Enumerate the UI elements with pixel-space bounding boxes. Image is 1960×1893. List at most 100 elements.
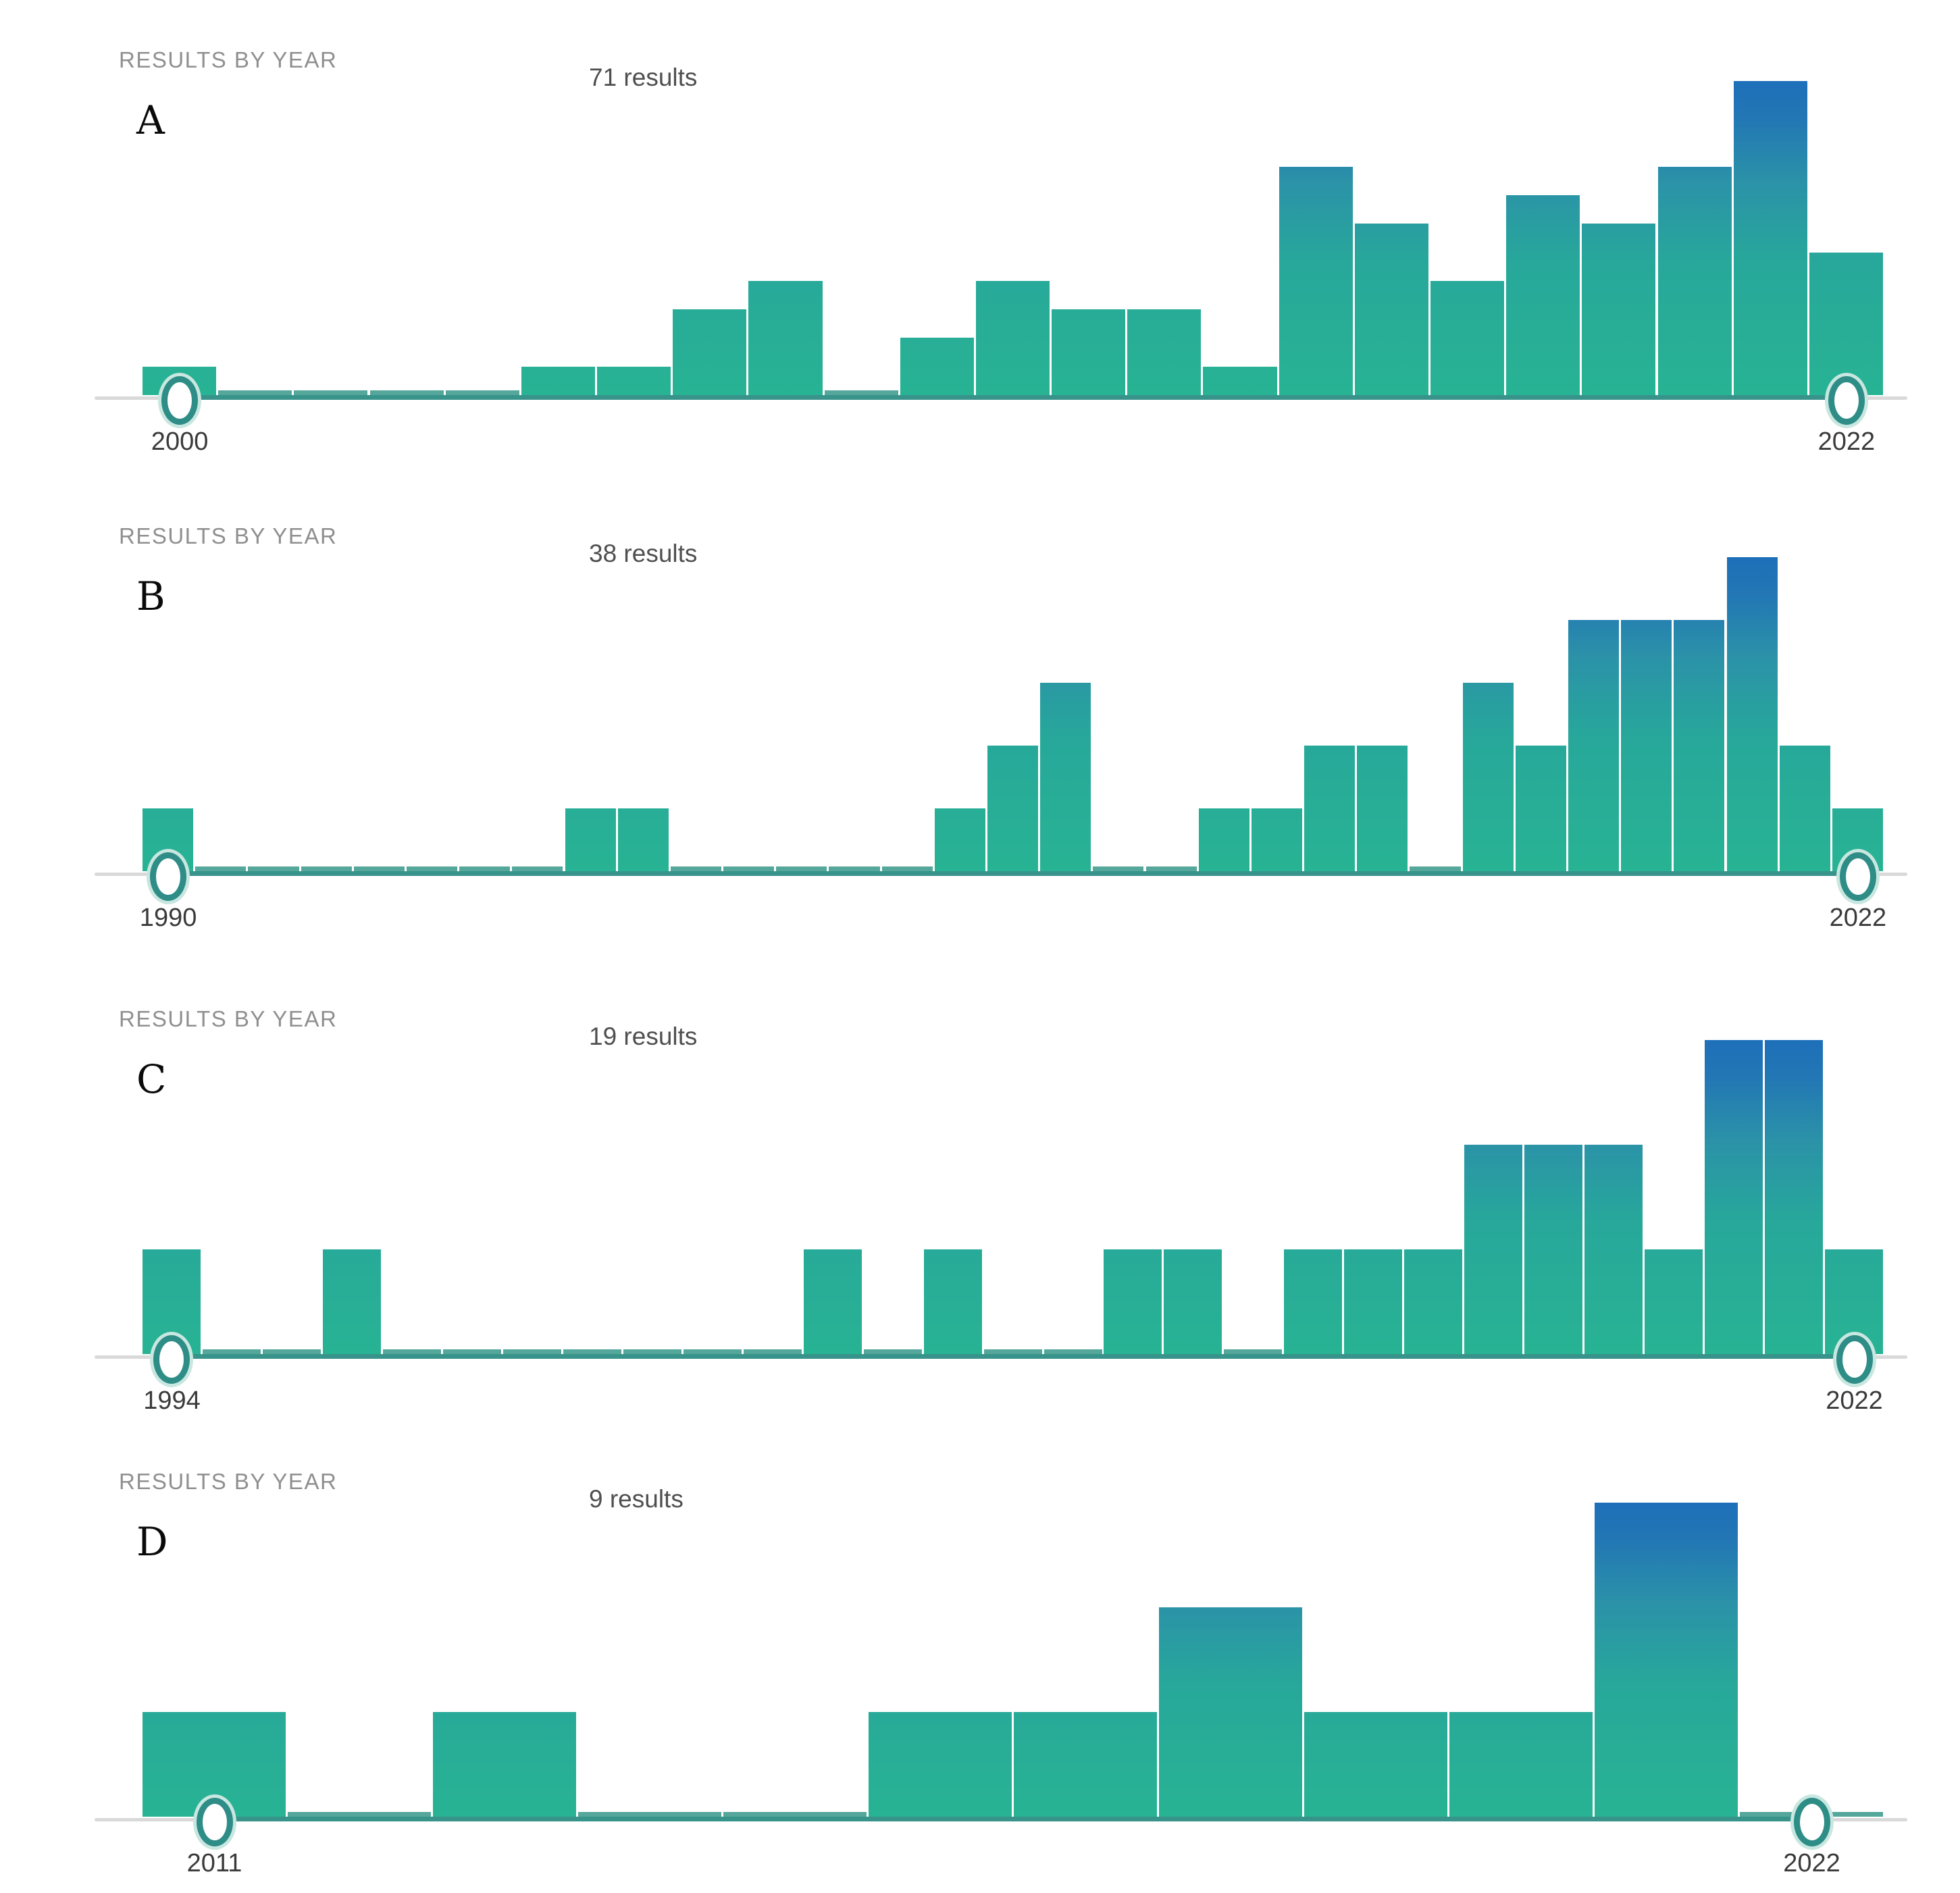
bar-2010[interactable] — [1104, 1249, 1162, 1354]
bar-2004 — [445, 390, 519, 395]
bar-2021[interactable] — [1595, 1503, 1738, 1817]
slider-track — [95, 873, 1907, 876]
bar-2015[interactable] — [1279, 167, 1353, 395]
bar-2019[interactable] — [1582, 224, 1656, 395]
bar-2022[interactable] — [1809, 253, 1883, 395]
bar-2011[interactable] — [1164, 1249, 1222, 1354]
slider-selected-range[interactable] — [168, 871, 1858, 876]
results-count: 19 results — [589, 1022, 698, 1050]
bar-2017[interactable] — [1014, 1712, 1157, 1817]
bar-1996 — [262, 1349, 321, 1354]
bar-2020[interactable] — [1705, 1040, 1763, 1354]
bar-2010[interactable] — [1198, 808, 1249, 871]
bar-2021[interactable] — [1779, 746, 1830, 871]
bar-2021[interactable] — [1765, 1040, 1824, 1354]
bar-2021[interactable] — [1733, 81, 1807, 395]
bar-2008[interactable] — [748, 281, 823, 395]
bar-2009 — [1145, 866, 1197, 871]
bar-2017[interactable] — [1568, 620, 1620, 871]
bar-2013[interactable] — [1284, 1249, 1343, 1354]
bar-1998[interactable] — [565, 808, 616, 871]
bar-2016[interactable] — [1354, 224, 1428, 395]
bar-2012 — [288, 1812, 431, 1817]
bar-2011[interactable] — [975, 281, 1050, 395]
slider-handle-end[interactable] — [1828, 376, 1865, 425]
slider-handle-end[interactable] — [1836, 1335, 1873, 1384]
bar-2019[interactable] — [1645, 1249, 1703, 1354]
bar-2018[interactable] — [1506, 195, 1580, 395]
bar-2011[interactable] — [1251, 808, 1302, 871]
bar-2019[interactable] — [1674, 620, 1725, 871]
year-histogram — [142, 1503, 1884, 1817]
bar-2016[interactable] — [1464, 1145, 1523, 1354]
bar-2007[interactable] — [673, 309, 747, 395]
end-year-label: 2022 — [1783, 1849, 1840, 1877]
slider-handle-start[interactable] — [196, 1798, 233, 1846]
bar-2014 — [1410, 866, 1461, 871]
slider-selected-range[interactable] — [214, 1817, 1812, 1821]
bar-2005[interactable] — [803, 1249, 862, 1354]
results-by-year-heading: RESULTS BY YEAR — [119, 1006, 338, 1031]
results-count: 71 results — [589, 63, 698, 91]
bar-2020[interactable] — [1449, 1712, 1593, 1817]
bar-2001 — [723, 866, 775, 871]
bar-2017[interactable] — [1430, 281, 1505, 395]
bar-2008 — [983, 1349, 1042, 1354]
slider-handle-start[interactable] — [161, 376, 199, 425]
bar-2010[interactable] — [900, 338, 974, 395]
bar-2016[interactable] — [869, 1712, 1012, 1817]
bar-2020[interactable] — [1657, 167, 1732, 395]
bar-2003 — [829, 866, 880, 871]
panel-letter-d: D — [136, 1519, 168, 1565]
bar-2015[interactable] — [1462, 683, 1514, 871]
bar-1995 — [406, 866, 458, 871]
bar-2006[interactable] — [987, 746, 1039, 871]
bar-2005[interactable] — [934, 808, 985, 871]
bar-2000 — [670, 866, 721, 871]
bar-1994 — [353, 866, 405, 871]
slider-selected-range[interactable] — [180, 395, 1847, 400]
bar-1999[interactable] — [617, 808, 669, 871]
slider-handle-start[interactable] — [153, 1335, 190, 1384]
bar-2018[interactable] — [1159, 1607, 1302, 1817]
bar-2012[interactable] — [1304, 746, 1356, 871]
bar-1996 — [459, 866, 511, 871]
bar-2002 — [776, 866, 827, 871]
bar-2019[interactable] — [1304, 1712, 1447, 1817]
results-by-year-panel-d: RESULTS BY YEAR 9 results D 2011 2022 — [0, 1462, 1960, 1893]
results-by-year-panel-a: RESULTS BY YEAR 71 results A 2000 2022 — [0, 41, 1960, 513]
bar-2013[interactable] — [433, 1712, 576, 1817]
bar-2013[interactable] — [1127, 309, 1202, 395]
bar-2018[interactable] — [1584, 1145, 1643, 1354]
bar-2012[interactable] — [1052, 309, 1126, 395]
slider-track — [95, 1818, 1907, 1821]
slider-selected-range[interactable] — [172, 1354, 1855, 1359]
results-by-year-heading: RESULTS BY YEAR — [119, 523, 338, 548]
slider-handle-start[interactable] — [150, 852, 187, 901]
bar-2007[interactable] — [1040, 683, 1091, 871]
start-year-label: 2011 — [186, 1849, 242, 1877]
slider-handle-end[interactable] — [1839, 852, 1876, 901]
bar-2014[interactable] — [1344, 1249, 1403, 1354]
end-year-label: 2022 — [1829, 904, 1887, 932]
bar-2015 — [723, 1812, 867, 1817]
bar-2002 — [623, 1349, 681, 1354]
bar-2006[interactable] — [597, 367, 671, 395]
bar-2004 — [881, 866, 933, 871]
bar-2013[interactable] — [1357, 746, 1408, 871]
bar-2017[interactable] — [1524, 1145, 1583, 1354]
bar-2015[interactable] — [1404, 1249, 1463, 1354]
bar-1997[interactable] — [322, 1249, 381, 1354]
bar-2018[interactable] — [1621, 620, 1672, 871]
bar-2008 — [1093, 866, 1144, 871]
bar-2014 — [578, 1812, 721, 1817]
bar-2005[interactable] — [521, 367, 596, 395]
bar-2014[interactable] — [1203, 367, 1277, 395]
bar-2016[interactable] — [1515, 746, 1566, 871]
bar-2007[interactable] — [923, 1249, 982, 1354]
start-year-label: 1990 — [139, 904, 197, 932]
bar-2020[interactable] — [1726, 557, 1778, 871]
slider-handle-end[interactable] — [1793, 1798, 1830, 1846]
results-by-year-heading: RESULTS BY YEAR — [119, 47, 338, 72]
